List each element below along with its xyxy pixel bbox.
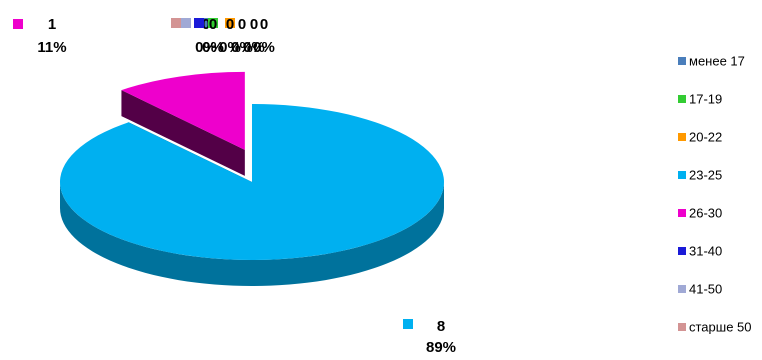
data-label-percent-26-30: 11% <box>37 39 66 56</box>
legend-swatch-50 <box>678 323 686 331</box>
data-label-marker-17 <box>201 18 211 28</box>
legend-swatch-17-19 <box>678 95 686 103</box>
data-label-value-41-50: 0 <box>250 16 258 33</box>
data-label-marker-20-22 <box>225 18 235 28</box>
legend-swatch-41-50 <box>678 285 686 293</box>
legend-label-17: менее 17 <box>689 54 745 69</box>
data-label-marker-50 <box>171 18 181 28</box>
data-label-value-20-22: 0 <box>226 16 234 33</box>
pie-slice-23-25 <box>59 104 444 286</box>
data-label-value-17-19: 0 <box>209 16 217 33</box>
legend-label-31-40: 31-40 <box>689 244 722 259</box>
data-label-value-50: 0 <box>260 16 268 33</box>
data-label-value-23-25: 8 <box>437 318 445 335</box>
data-label-marker-17-19 <box>208 18 218 28</box>
data-label-value-17: 0 <box>202 16 210 33</box>
data-label-percent-50: 0% <box>253 39 275 56</box>
pie-slice-26-30 <box>121 71 245 176</box>
legend-label-20-22: 20-22 <box>689 130 722 145</box>
legend: менее 17 17-19 20-22 23-25 26-30 31-40 41-50 ст… <box>678 54 752 335</box>
data-label-percent-17-19: 0% <box>202 39 224 56</box>
legend-label-17-19: 17-19 <box>689 92 722 107</box>
legend-swatch-17 <box>678 57 686 65</box>
data-label-percent-20-22: 0% <box>219 39 241 56</box>
data-label-percent-41-50: 0% <box>243 39 265 56</box>
legend-swatch-23-25 <box>678 171 686 179</box>
data-label-percent-17: 0% <box>195 39 217 56</box>
data-label-marker-41-50 <box>181 18 191 28</box>
data-label-marker-23-25 <box>403 319 413 329</box>
data-label-percent-23-25: 89% <box>426 339 456 355</box>
data-label-marker-26-30 <box>13 19 23 29</box>
pie-slices <box>59 71 444 286</box>
legend-label-23-25: 23-25 <box>689 168 722 183</box>
legend-swatch-20-22 <box>678 133 686 141</box>
data-labels: 889%111%00%00%00%00%00%00% <box>13 16 456 356</box>
data-label-value-26-30: 1 <box>48 16 56 33</box>
legend-swatch-26-30 <box>678 209 686 217</box>
legend-label-26-30: 26-30 <box>689 206 722 221</box>
data-label-value-31-40: 0 <box>238 16 246 33</box>
legend-swatch-31-40 <box>678 247 686 255</box>
data-label-marker-31-40 <box>194 18 204 28</box>
legend-label-50: старше 50 <box>689 320 752 335</box>
data-label-percent-31-40: 0% <box>231 39 253 56</box>
legend-label-41-50: 41-50 <box>689 282 722 297</box>
